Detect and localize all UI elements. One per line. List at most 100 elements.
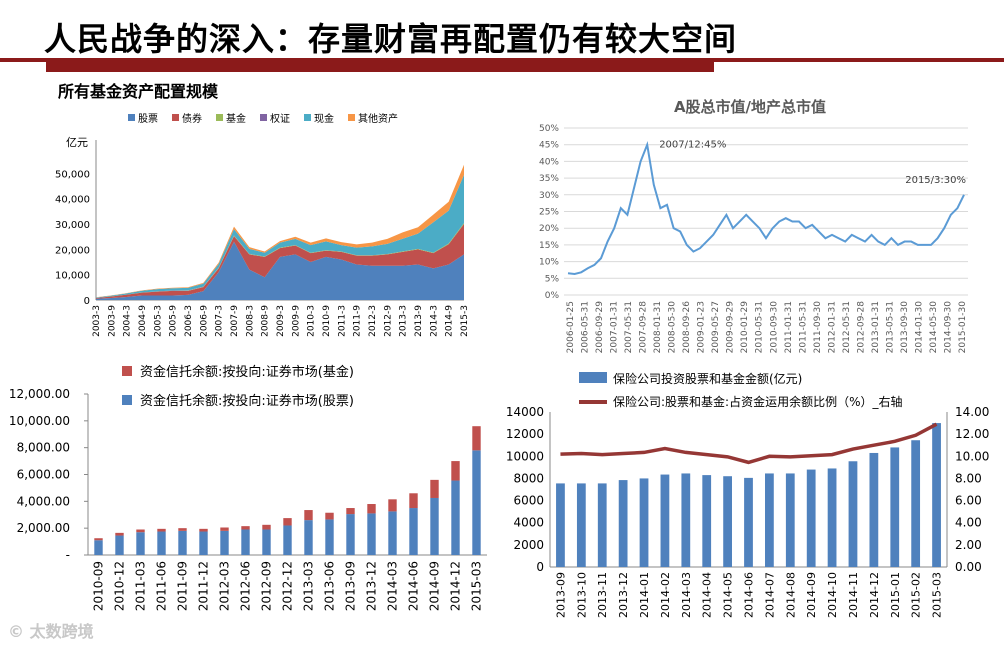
x-tick-label: 2013-09-30 bbox=[900, 301, 910, 354]
x-tick-label: 2012-03 bbox=[218, 561, 232, 611]
legend-swatch bbox=[128, 114, 135, 121]
x-tick-label: 2015-03 bbox=[931, 572, 944, 618]
x-tick-label: 2013-01-31 bbox=[871, 301, 881, 353]
legend-label: 资金信托余额:按投向:证券市场(股票) bbox=[140, 393, 354, 409]
y-tick-label: 5% bbox=[545, 274, 560, 284]
x-tick-label: 2010-12 bbox=[113, 561, 127, 611]
watermark-logo: © 太数跨境 bbox=[8, 622, 94, 641]
x-tick-label: 2014-06 bbox=[743, 572, 756, 618]
x-tick-label: 2012-12 bbox=[281, 561, 295, 611]
bar-amount bbox=[932, 423, 941, 567]
y2-tick-label: 4.00 bbox=[955, 516, 982, 530]
x-tick-label: 2014-09 bbox=[805, 572, 818, 618]
y-tick-label: 10000 bbox=[506, 449, 544, 463]
bar-fund bbox=[304, 510, 313, 521]
legend-label: 其他资产 bbox=[358, 112, 398, 125]
y2-tick-label: 2.00 bbox=[955, 538, 982, 552]
x-tick-label: 2011-3 bbox=[337, 305, 347, 337]
bar-fund bbox=[325, 512, 334, 520]
bar-amount bbox=[911, 440, 921, 567]
bar-fund bbox=[388, 499, 397, 512]
x-tick-label: 2009-9 bbox=[291, 305, 301, 337]
x-tick-label: 2011-01-31 bbox=[784, 301, 794, 353]
x-tick-label: 2013-03 bbox=[302, 561, 316, 611]
fund-allocation-chart: 所有基金资产配置规模 0 10,000 20,000 30,000 40,000 50,00… bbox=[55, 82, 470, 337]
x-tick-label: 2009-3 bbox=[276, 305, 286, 337]
x-tick-label: 2006-09-29 bbox=[595, 301, 605, 354]
legend-label: 股票 bbox=[138, 113, 158, 125]
x-tick-label: 2014-9 bbox=[445, 305, 455, 337]
x-tick-label: 2013-09 bbox=[344, 561, 358, 611]
bar-stock bbox=[304, 520, 313, 555]
y2-tick-label: 14.00 bbox=[955, 405, 989, 419]
bar-amount bbox=[869, 452, 879, 567]
chart-title: A股总市值/地产总市值 bbox=[674, 98, 826, 116]
y-tick-label: 6000 bbox=[513, 494, 544, 508]
x-tick-label: 2009-09-29 bbox=[726, 301, 736, 354]
x-tick-label: 2015-3 bbox=[460, 305, 470, 337]
x-tick-label: 2011-09 bbox=[176, 561, 190, 611]
y-tick-label: - bbox=[66, 548, 70, 562]
x-tick-label: 2007-09-28 bbox=[639, 301, 649, 354]
y-tick-label: 2,000.00 bbox=[17, 521, 70, 535]
slide-title: 人民战争的深入：存量财富再配置仍有较大空间 bbox=[44, 20, 738, 58]
bar-fund bbox=[283, 518, 292, 526]
y-tick-label: 4000 bbox=[513, 516, 544, 530]
legend-swatch bbox=[260, 114, 267, 121]
x-tick-label: 2004-3 bbox=[123, 305, 133, 337]
x-tick-label: 2014-03 bbox=[680, 572, 693, 618]
y-tick-label: 14000 bbox=[506, 405, 544, 419]
bar-stock bbox=[115, 535, 124, 555]
x-tick-label: 2012-9 bbox=[383, 305, 393, 337]
legend-label: 资金信托余额:按投向:证券市场(基金) bbox=[140, 364, 354, 380]
legend-label: 保险公司:股票和基金:占资金运用余额比例（%）_右轴 bbox=[613, 394, 903, 409]
x-tick-label: 2014-10 bbox=[826, 572, 839, 618]
y-tick-label: 25% bbox=[539, 208, 559, 218]
bar-fund bbox=[451, 461, 460, 481]
bar-stock bbox=[178, 530, 187, 555]
x-tick-label: 2010-01-29 bbox=[740, 301, 750, 354]
x-tick-label: 2014-05-30 bbox=[929, 301, 939, 354]
x-tick-label: 2013-05-31 bbox=[885, 301, 895, 353]
x-tick-label: 2008-09-26 bbox=[682, 301, 692, 354]
x-tick-label: 2013-12 bbox=[617, 572, 630, 618]
x-tick-label: 2013-06 bbox=[323, 561, 337, 611]
x-tick-label: 2008-9 bbox=[261, 305, 271, 337]
bar-stock bbox=[157, 531, 166, 555]
x-tick-label: 2014-09 bbox=[428, 561, 442, 611]
bar-amount bbox=[556, 483, 565, 567]
legend-label: 保险公司投资股票和基金金额(亿元) bbox=[613, 371, 802, 386]
x-tick-label: 2012-06 bbox=[239, 561, 253, 611]
title-accent-bar bbox=[46, 58, 714, 72]
x-tick-label: 2011-9 bbox=[353, 305, 363, 337]
x-tick-label: 2006-3 bbox=[184, 305, 194, 337]
x-tick-label: 2014-12 bbox=[449, 561, 463, 611]
x-tick-label: 2014-3 bbox=[429, 305, 439, 337]
legend-swatch bbox=[172, 114, 179, 121]
x-tick-label: 2012-05-31 bbox=[842, 301, 852, 353]
y-tick-label: 10% bbox=[539, 258, 559, 268]
x-tick-label: 2009-05-27 bbox=[711, 301, 721, 353]
trust-balance-chart: 资金信托余额:按投向:证券市场(基金) 资金信托余额:按投向:证券市场(股票) - 2… bbox=[9, 364, 487, 611]
bar-stock bbox=[262, 529, 271, 555]
x-tick-label: 2013-9 bbox=[414, 305, 424, 337]
bar-amount bbox=[785, 473, 795, 567]
x-tick-label: 2009-01-23 bbox=[697, 301, 707, 353]
chart-title: 所有基金资产配置规模 bbox=[58, 82, 219, 101]
y2-tick-label: 6.00 bbox=[955, 494, 982, 508]
x-tick-label: 2014-01 bbox=[638, 572, 651, 618]
bar-amount bbox=[660, 474, 670, 567]
y-tick-label: 10,000.00 bbox=[9, 414, 70, 428]
y-tick-label: 40,000 bbox=[55, 195, 90, 206]
x-tick-label: 2003-9 bbox=[107, 305, 117, 337]
x-tick-label: 2007-9 bbox=[230, 305, 240, 337]
bar-amount bbox=[723, 476, 732, 567]
x-tick-label: 2005-9 bbox=[169, 305, 179, 337]
y-tick-label: 30% bbox=[539, 191, 559, 201]
y-tick-label: 12,000.00 bbox=[9, 387, 70, 401]
bar-fund bbox=[199, 528, 208, 532]
y-tick-label: 8000 bbox=[513, 471, 544, 485]
x-tick-label: 2007-05-31 bbox=[624, 301, 634, 353]
y-tick-label: 15% bbox=[539, 241, 559, 251]
bar-fund bbox=[136, 529, 145, 533]
